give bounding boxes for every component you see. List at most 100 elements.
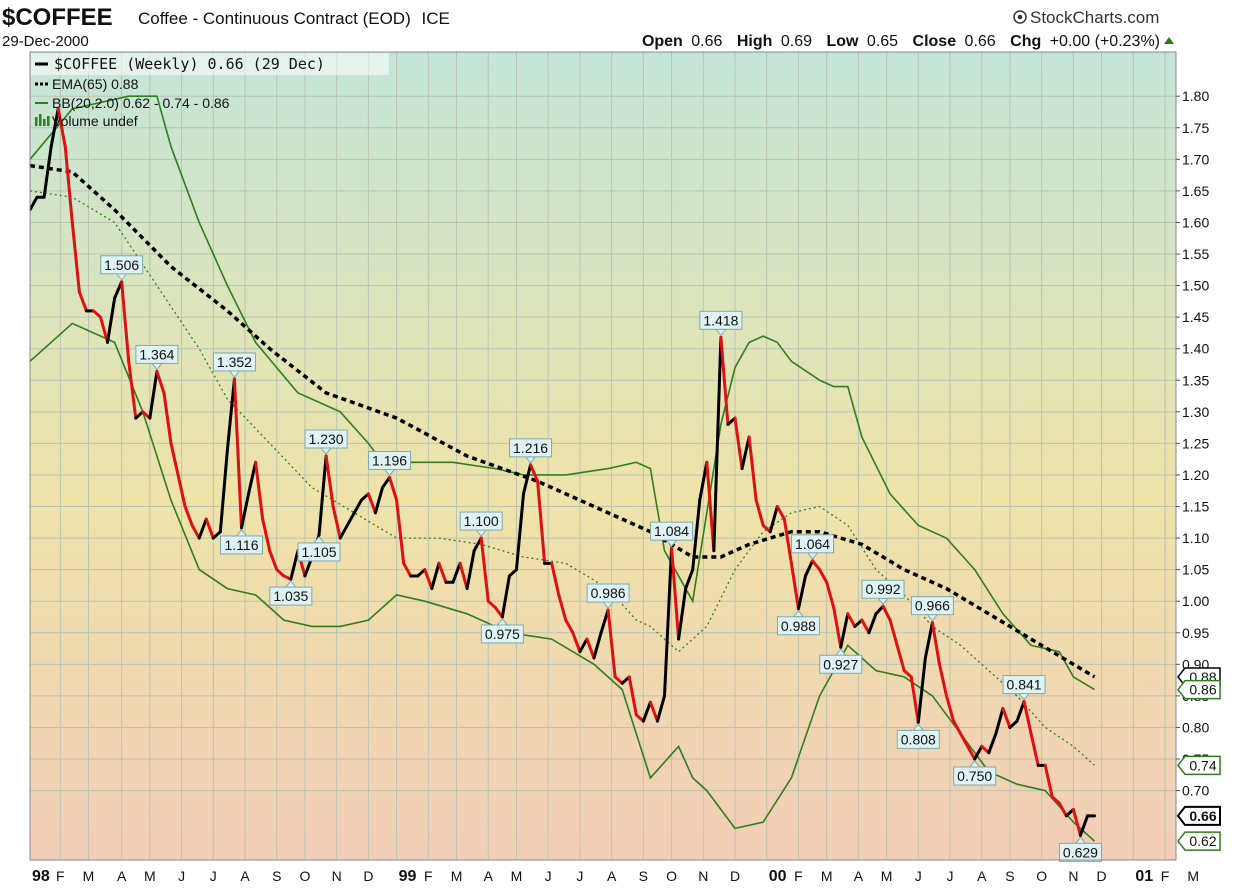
x-axis: 98 F M A M J J A S O N D 99 F M A M J J A S O N D 00 F M A M J J A S O N D 0… <box>32 868 1199 885</box>
price-segment <box>874 604 885 616</box>
y-tick-label: 0.80 <box>1182 719 1209 735</box>
annotation-box <box>699 310 743 330</box>
copyright-icon <box>1013 10 1027 24</box>
x-tick-month: N <box>1068 868 1078 884</box>
price-annotation: 1.035 <box>269 580 313 606</box>
annotation-box <box>269 586 313 606</box>
price-segment <box>818 568 829 584</box>
x-tick-month: M <box>144 868 156 884</box>
price-segment <box>1001 707 1012 729</box>
price-segment <box>881 604 892 622</box>
price-segment <box>867 612 878 635</box>
x-tick-month: M <box>511 868 523 884</box>
price-segment <box>1050 795 1061 805</box>
x-tick-month: F <box>56 868 65 884</box>
price-segment <box>733 416 744 471</box>
price-segment <box>77 290 88 313</box>
x-tick-month: A <box>117 868 127 884</box>
x-tick-month: N <box>332 868 342 884</box>
price-segment <box>275 568 286 578</box>
price-segment <box>486 599 497 609</box>
close-label: Close <box>913 33 957 50</box>
price-annotation: 0.986 <box>586 583 630 609</box>
x-tick-month: J <box>915 868 922 884</box>
annotation-box <box>212 352 256 372</box>
x-tick-month: J <box>947 868 954 884</box>
chart-title: $COFFEE <box>2 4 113 31</box>
price-segment <box>42 145 53 199</box>
annotation-label: 0.841 <box>1007 677 1042 693</box>
x-tick-month: A <box>240 868 250 884</box>
price-segment <box>338 523 349 540</box>
price-segment <box>832 606 843 649</box>
chg-value: +0.00 (+0.23%) <box>1050 33 1160 50</box>
price-segment <box>197 517 208 540</box>
price-segment <box>916 656 927 724</box>
x-tick-month: F <box>424 868 433 884</box>
price-segment <box>514 492 525 572</box>
y-tick-label: 1.05 <box>1182 562 1209 578</box>
annotation-label: 1.084 <box>654 523 689 539</box>
price-annotation: 0.841 <box>1002 675 1046 701</box>
open-value: 0.66 <box>691 33 722 50</box>
price-segment <box>754 498 765 527</box>
last-value-tag: 0.74 <box>1177 755 1221 776</box>
annotation-box <box>509 438 553 458</box>
price-segment <box>768 505 779 534</box>
price-segment <box>465 549 476 591</box>
price-segment <box>909 675 920 724</box>
exchange-label: ICE <box>421 9 449 28</box>
price-segment <box>536 479 547 565</box>
price-segment <box>775 505 786 521</box>
bb-lower-line <box>30 322 1096 842</box>
price-segment <box>134 410 145 420</box>
x-tick-month: M <box>821 868 833 884</box>
x-tick-month: M <box>881 868 893 884</box>
annotation-label: 1.352 <box>217 354 252 370</box>
x-tick-month: J <box>576 868 583 884</box>
price-segment <box>670 546 681 641</box>
price-segment <box>796 574 807 611</box>
price-annotation: 1.084 <box>650 521 694 547</box>
x-tick-month: S <box>272 868 281 884</box>
last-value-tag: 0.62 <box>1177 831 1221 851</box>
credit: StockCharts.com <box>1013 8 1159 27</box>
price-segment <box>99 315 110 344</box>
price-segment <box>839 612 850 649</box>
price-annotation: 1.116 <box>220 529 263 555</box>
price-segment <box>430 561 441 591</box>
price-segment <box>804 559 815 578</box>
tag-box <box>1177 831 1221 851</box>
price-segment <box>437 561 448 584</box>
x-tick-year: 99 <box>399 868 417 885</box>
price-segment <box>923 621 934 660</box>
x-tick-month: M <box>83 868 95 884</box>
price-segment <box>789 561 800 611</box>
annotation-box <box>459 511 503 531</box>
price-segment <box>860 618 871 635</box>
x-tick-month: D <box>1097 868 1107 884</box>
up-arrow-icon <box>1164 37 1174 44</box>
annotation-label: 1.418 <box>703 312 738 328</box>
price-segment <box>218 448 229 534</box>
annotation-label: 0.966 <box>915 598 950 614</box>
price-segment <box>183 505 194 527</box>
x-tick-month: F <box>1161 868 1170 884</box>
price-segment <box>973 744 984 761</box>
ohlc-readout: Open 0.66 High 0.69 Low 0.65 Close 0.66 … <box>642 33 1160 50</box>
price-segment <box>655 694 666 723</box>
tag-label: 0.74 <box>1189 757 1216 773</box>
plot-background <box>30 52 1176 860</box>
price-layer <box>30 107 1097 837</box>
annotation-box <box>368 450 412 470</box>
y-tick-label: 1.55 <box>1182 246 1209 262</box>
price-segment <box>705 460 716 553</box>
price-segment <box>155 369 166 395</box>
y-tick-label: 1.60 <box>1182 214 1209 230</box>
price-segment <box>747 435 758 502</box>
price-segment <box>49 107 60 149</box>
volume-bars-icon <box>35 114 50 126</box>
annotation-box <box>650 521 694 541</box>
price-segment <box>176 473 187 508</box>
price-annotation: 1.418 <box>699 310 743 337</box>
